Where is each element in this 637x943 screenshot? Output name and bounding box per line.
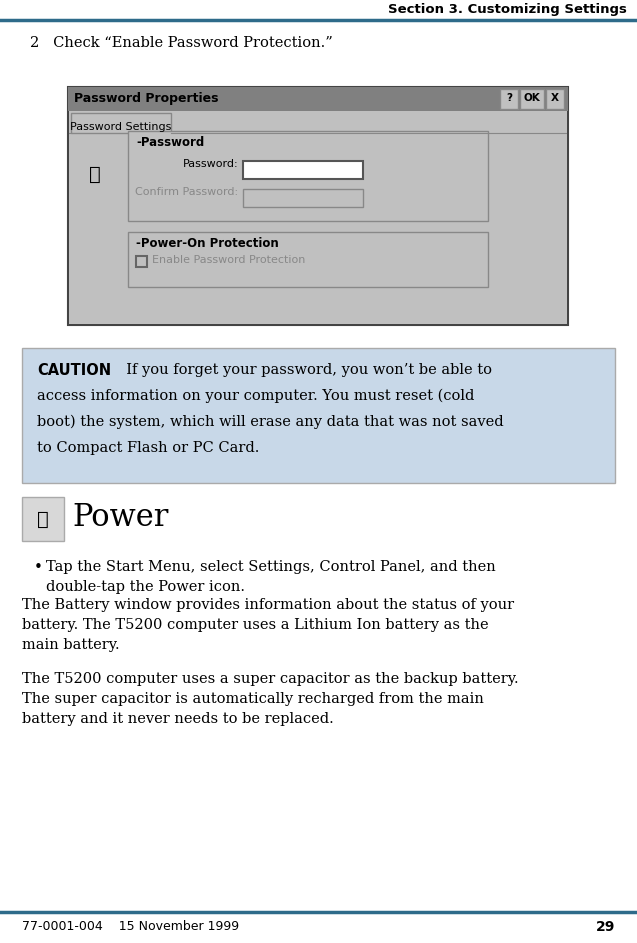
Text: battery and it never needs to be replaced.: battery and it never needs to be replace…	[22, 712, 334, 726]
Text: Section 3. Customizing Settings: Section 3. Customizing Settings	[388, 3, 627, 16]
Text: OK: OK	[524, 93, 540, 103]
Text: double-tap the Power icon.: double-tap the Power icon.	[46, 580, 245, 594]
Bar	[243, 161, 363, 179]
Bar	[68, 87, 568, 111]
Bar	[69, 111, 567, 324]
Bar	[500, 89, 518, 109]
Text: 🗝: 🗝	[89, 164, 101, 184]
Bar	[22, 497, 64, 541]
Text: boot) the system, which will erase any data that was not saved: boot) the system, which will erase any d…	[37, 415, 504, 429]
Text: -Power-On Protection: -Power-On Protection	[136, 237, 279, 250]
Text: The T5200 computer uses a super capacitor as the backup battery.: The T5200 computer uses a super capacito…	[22, 672, 519, 686]
Text: Password Properties: Password Properties	[74, 92, 218, 105]
Text: Password:: Password:	[182, 159, 238, 169]
Text: •: •	[34, 560, 43, 575]
Text: main battery.: main battery.	[22, 638, 120, 652]
Text: X: X	[551, 93, 559, 103]
Bar	[136, 256, 147, 267]
Text: access information on your computer. You must reset (cold: access information on your computer. You…	[37, 389, 475, 404]
Text: Tap the Start Menu, select Settings, Control Panel, and then: Tap the Start Menu, select Settings, Con…	[46, 560, 496, 574]
Text: The Battery window provides information about the status of your: The Battery window provides information …	[22, 598, 514, 612]
Text: Password Settings: Password Settings	[70, 122, 172, 132]
Bar	[546, 89, 564, 109]
Text: battery. The T5200 computer uses a Lithium Ion battery as the: battery. The T5200 computer uses a Lithi…	[22, 618, 489, 632]
Text: CAUTION: CAUTION	[37, 363, 111, 378]
Bar	[68, 87, 568, 325]
Text: to Compact Flash or PC Card.: to Compact Flash or PC Card.	[37, 441, 259, 455]
Text: 🔋: 🔋	[37, 509, 49, 528]
Text: 2   Check “Enable Password Protection.”: 2 Check “Enable Password Protection.”	[30, 36, 333, 50]
Bar	[128, 232, 488, 287]
Bar	[69, 111, 567, 133]
Text: Confirm Password:: Confirm Password:	[135, 187, 238, 197]
Bar	[243, 189, 363, 207]
Text: Enable Password Protection: Enable Password Protection	[152, 255, 305, 265]
Text: 29: 29	[596, 920, 615, 934]
Bar	[71, 113, 171, 133]
Text: The super capacitor is automatically recharged from the main: The super capacitor is automatically rec…	[22, 692, 484, 706]
Bar	[128, 131, 488, 221]
Text: ?: ?	[506, 93, 512, 103]
Text: Power: Power	[72, 502, 168, 533]
Text: If you forget your password, you won’t be able to: If you forget your password, you won’t b…	[117, 363, 492, 377]
Bar	[22, 348, 615, 483]
Text: -Password: -Password	[136, 136, 204, 149]
Bar	[76, 147, 114, 202]
Text: 77-0001-004    15 November 1999: 77-0001-004 15 November 1999	[22, 920, 239, 933]
Bar	[520, 89, 544, 109]
